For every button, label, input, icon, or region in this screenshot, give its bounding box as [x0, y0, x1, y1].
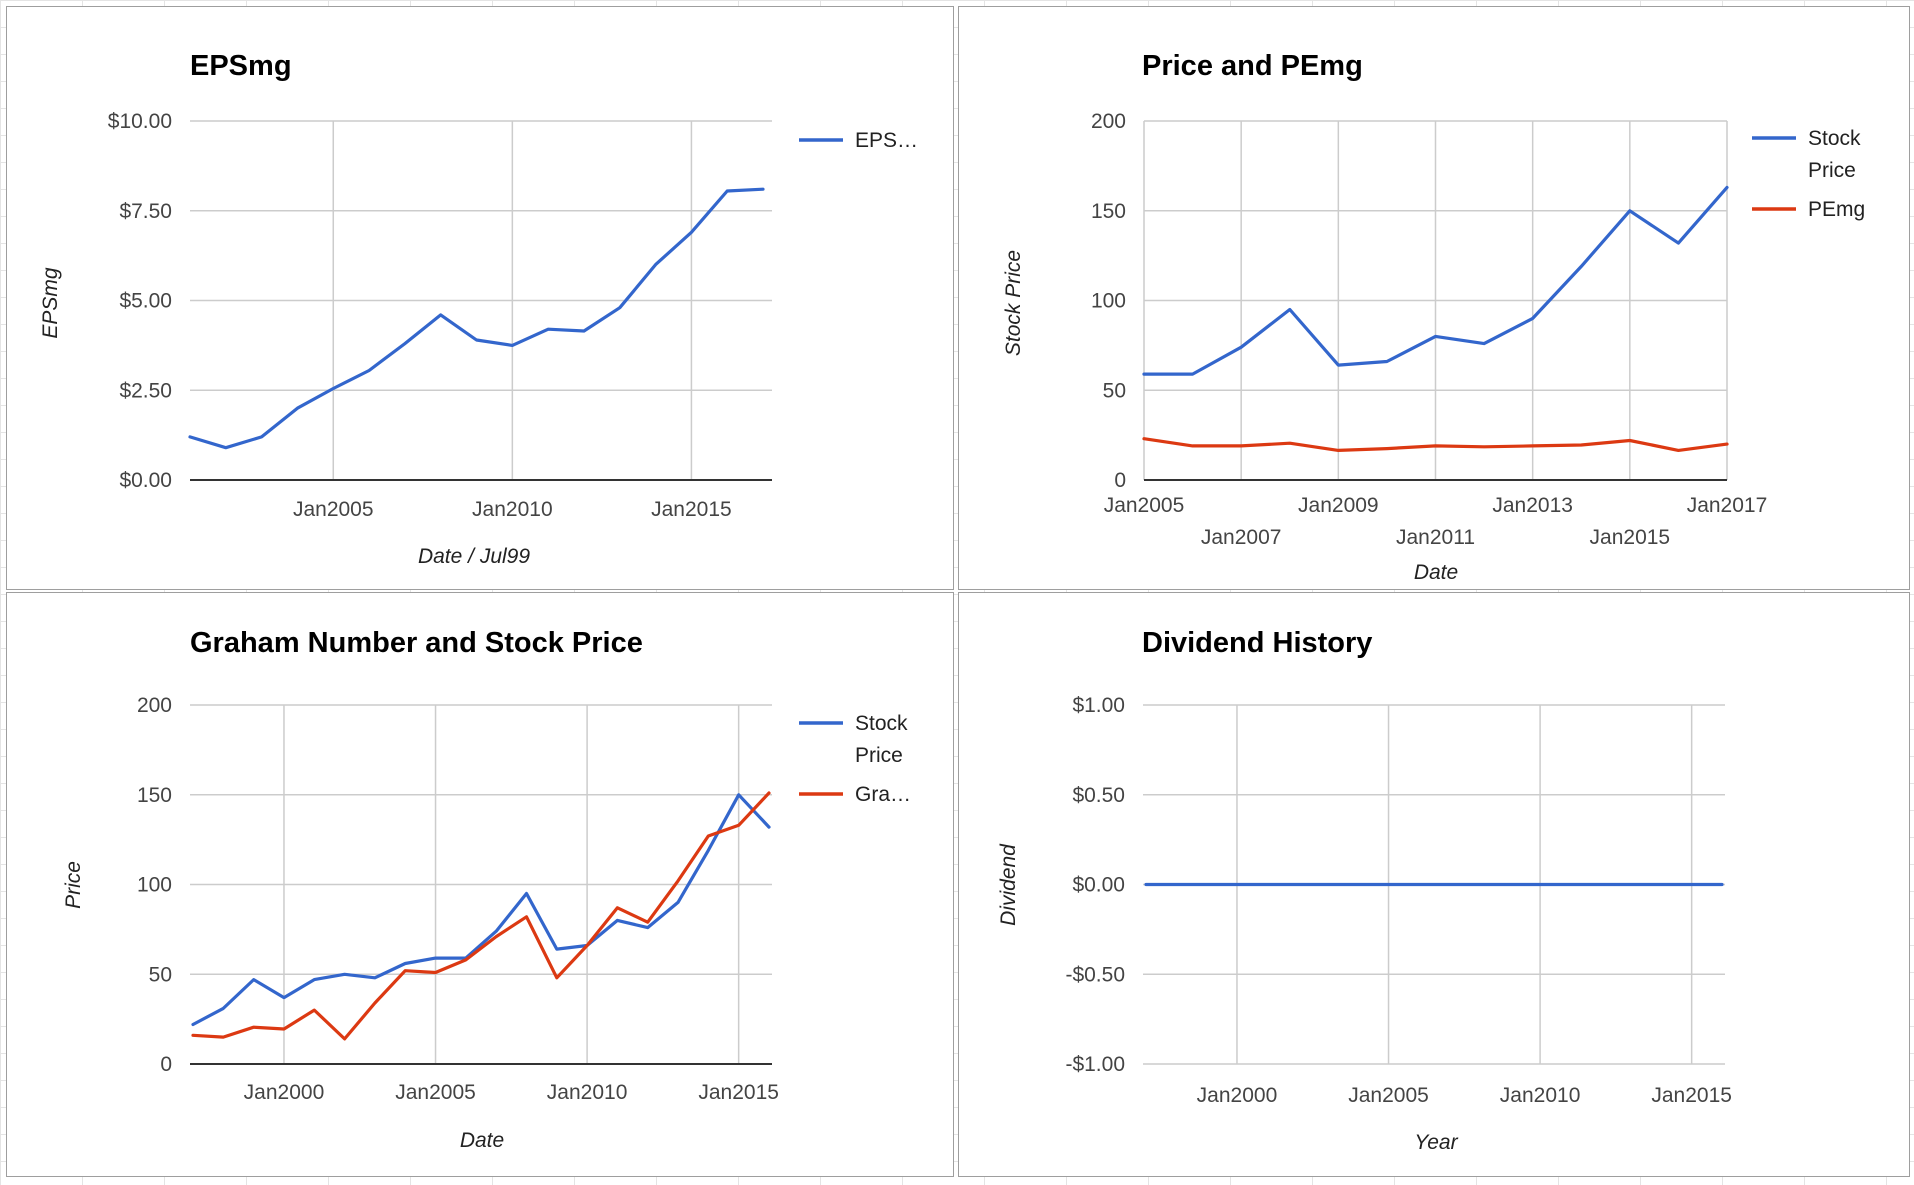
y-tick-label: 0: [160, 1053, 172, 1076]
x-tick-label: Jan2000: [244, 1081, 325, 1104]
y-tick-label: 100: [137, 874, 172, 897]
x-tick-label: Jan2015: [1651, 1084, 1732, 1107]
graham-chart-panel: Graham Number and Stock Price 0 50 100 150 2…: [6, 592, 954, 1177]
y-tick-label: 0: [1114, 469, 1126, 492]
y-tick-label: 100: [1091, 290, 1126, 313]
x-tick-label: Jan2010: [1500, 1084, 1581, 1107]
x-axis-label: Date: [1414, 561, 1458, 584]
dividend-chart: Dividend History -$1.00 -$0.50 $0.00 $0.50 $…: [997, 627, 1732, 1154]
eps-chart-panel: EPSmg $0.00 $2.50 $5.00 $7.50 $10.00 Jan2005…: [6, 6, 954, 590]
y-tick-label: $0.00: [119, 469, 172, 492]
y-axis-label: Stock Price: [1002, 250, 1025, 356]
legend-label: PEmg: [1808, 198, 1865, 221]
y-tick-label: -$1.00: [1065, 1053, 1125, 1076]
y-tick-label: $5.00: [119, 290, 172, 313]
y-axis-label: Price: [62, 861, 85, 909]
x-tick-label: Jan2005: [293, 498, 374, 521]
x-tick-label: Jan2009: [1298, 494, 1379, 517]
x-tick-label: Jan2017: [1687, 494, 1768, 517]
x-tick-label: Jan2015: [651, 498, 732, 521]
y-tick-label: $7.50: [119, 200, 172, 223]
chart-title: Graham Number and Stock Price: [190, 627, 643, 659]
y-tick-label: 200: [1091, 110, 1126, 133]
x-axis-label: Date / Jul99: [418, 545, 530, 568]
chart-title: Dividend History: [1142, 627, 1372, 659]
legend-label: EPS…: [855, 129, 918, 152]
dividend-chart-panel: Dividend History -$1.00 -$0.50 $0.00 $0.50 $…: [958, 592, 1910, 1177]
legend-label: Stock: [855, 712, 908, 735]
series-line: [1142, 437, 1729, 452]
legend-label: Price: [855, 744, 903, 767]
y-tick-label: $10.00: [108, 110, 172, 133]
x-tick-label: Jan2005: [395, 1081, 476, 1104]
series-line: [191, 791, 771, 1041]
series-line: [188, 187, 765, 450]
price-pe-chart: Price and PEmg 0 50 100 150 200 Jan2005 Jan20…: [1002, 50, 1865, 584]
x-tick-label: Jan2000: [1197, 1084, 1278, 1107]
y-tick-label: 50: [1103, 379, 1126, 402]
eps-chart: EPSmg $0.00 $2.50 $5.00 $7.50 $10.00 Jan2005…: [39, 50, 918, 568]
x-axis-label: Date: [460, 1129, 504, 1152]
x-tick-label: Jan2010: [472, 498, 553, 521]
chart-title: EPSmg: [190, 50, 292, 82]
series-line: [191, 793, 771, 1027]
y-tick-label: $0.50: [1072, 784, 1125, 807]
chart-title: Price and PEmg: [1142, 50, 1363, 82]
x-tick-label: Jan2015: [1590, 526, 1671, 549]
legend-label: Price: [1808, 159, 1856, 182]
x-tick-label: Jan2011: [1396, 526, 1475, 549]
price-pe-chart-panel: Price and PEmg 0 50 100 150 200 Jan2005 Jan20…: [958, 6, 1910, 590]
x-tick-label: Jan2010: [547, 1081, 628, 1104]
y-tick-label: $2.50: [119, 379, 172, 402]
y-tick-label: 200: [137, 694, 172, 717]
x-tick-label: Jan2015: [698, 1081, 779, 1104]
y-tick-label: $0.00: [1072, 874, 1125, 897]
y-tick-label: $1.00: [1072, 694, 1125, 717]
y-tick-label: 50: [149, 963, 172, 986]
y-tick-label: 150: [137, 784, 172, 807]
x-tick-label: Jan2013: [1492, 494, 1573, 517]
y-axis-label: Dividend: [997, 843, 1020, 926]
x-tick-label: Jan2005: [1348, 1084, 1429, 1107]
graham-chart: Graham Number and Stock Price 0 50 100 150 2…: [62, 627, 911, 1152]
y-axis-label: EPSmg: [39, 267, 62, 339]
legend-label: Gra…: [855, 783, 911, 806]
y-tick-label: 150: [1091, 200, 1126, 223]
x-tick-label: Jan2005: [1104, 494, 1185, 517]
series-line: [1142, 185, 1729, 376]
x-axis-label: Year: [1414, 1131, 1458, 1154]
x-tick-label: Jan2007: [1201, 526, 1282, 549]
y-tick-label: -$0.50: [1065, 963, 1125, 986]
legend-label: Stock: [1808, 127, 1861, 150]
